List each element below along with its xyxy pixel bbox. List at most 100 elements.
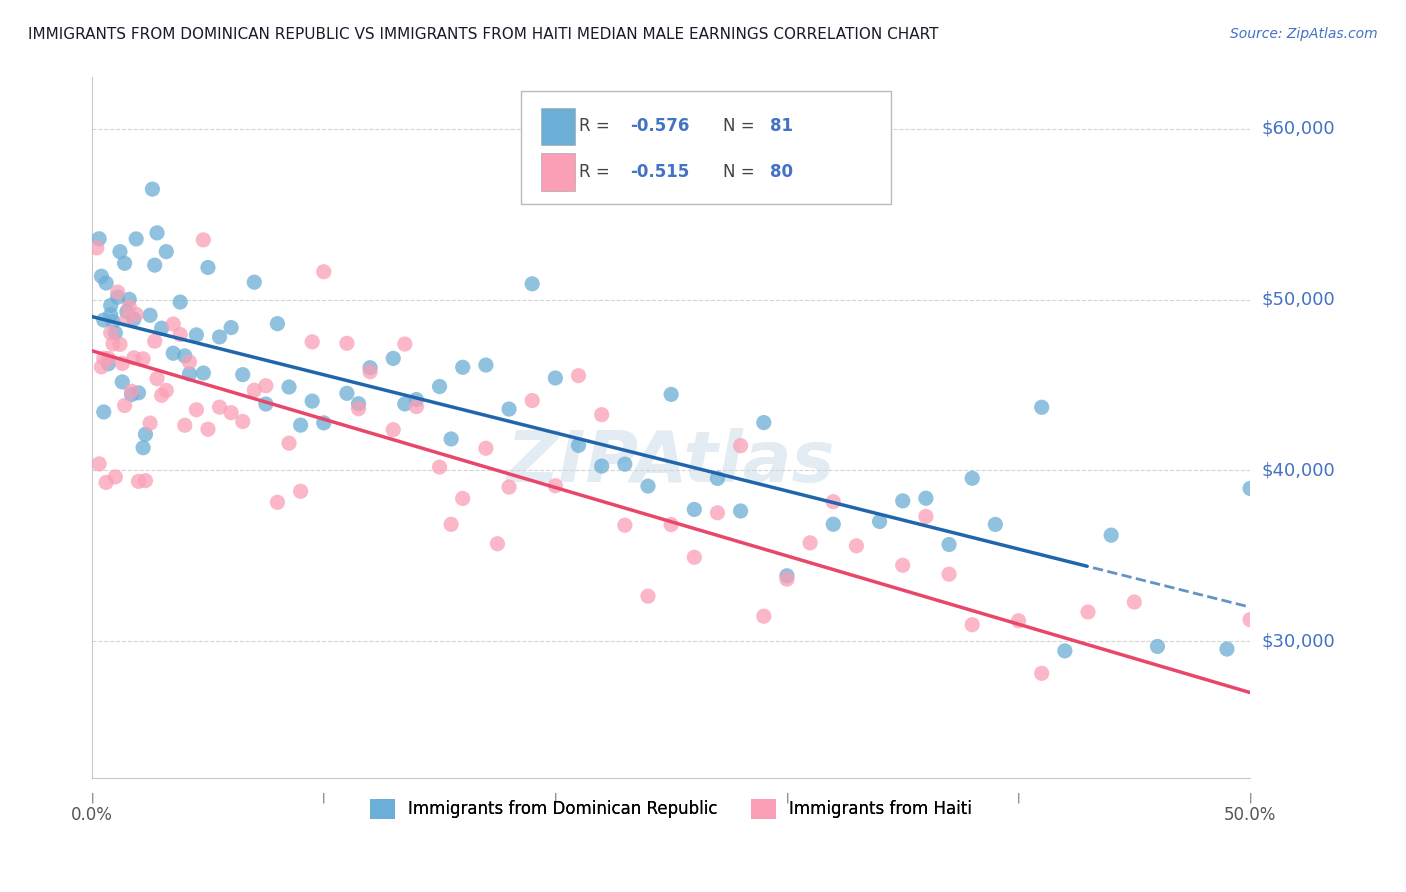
Point (1077, 605, 1099, 619)
Point (143, 334, 166, 349)
Point (776, 568, 799, 582)
Point (150, 321, 173, 335)
Text: 81: 81 (769, 118, 793, 136)
Point (1053, 644, 1076, 658)
Point (544, 479, 567, 493)
Point (141, 182, 163, 196)
Point (1099, 528, 1122, 542)
Point (115, 311, 138, 326)
Point (114, 399, 136, 413)
Point (115, 304, 138, 318)
Point (938, 567, 960, 582)
Point (118, 293, 141, 307)
Text: -0.515: -0.515 (631, 163, 690, 181)
Point (891, 558, 914, 573)
Point (169, 327, 191, 342)
Point (104, 326, 127, 340)
Point (155, 244, 177, 259)
Point (706, 506, 728, 520)
Point (440, 517, 463, 532)
Point (94, 276, 117, 290)
Point (382, 351, 405, 366)
Point (544, 371, 567, 385)
Point (823, 494, 845, 508)
Point (100, 298, 122, 312)
Point (752, 416, 775, 430)
Point (659, 387, 682, 401)
Point (1239, 482, 1261, 496)
Point (128, 475, 150, 489)
Point (122, 312, 145, 326)
Text: ZIPAtlas: ZIPAtlas (508, 428, 835, 497)
Point (1216, 642, 1239, 657)
Point (637, 479, 659, 493)
Point (173, 349, 195, 363)
Point (498, 402, 520, 417)
Point (799, 536, 821, 550)
Point (278, 380, 301, 394)
Point (960, 617, 983, 632)
Text: IMMIGRANTS FROM DOMINICAN REPUBLIC VS IMMIGRANTS FROM HAITI MEDIAN MALE EARNINGS: IMMIGRANTS FROM DOMINICAN REPUBLIC VS IM… (28, 27, 939, 42)
Text: $30,000: $30,000 (1261, 632, 1336, 650)
Point (193, 233, 215, 247)
Text: N =: N = (723, 163, 761, 181)
Point (301, 334, 323, 349)
Point (475, 442, 498, 456)
Point (186, 327, 208, 342)
Point (173, 418, 195, 433)
Point (451, 491, 474, 506)
Point (382, 423, 405, 437)
Point (97, 351, 120, 366)
Point (567, 368, 589, 383)
Point (522, 393, 544, 408)
Point (591, 459, 613, 474)
Point (359, 360, 381, 375)
Point (111, 375, 134, 389)
Point (891, 494, 914, 508)
Point (208, 400, 231, 414)
Point (86, 241, 108, 255)
Point (146, 371, 169, 385)
Point (219, 406, 242, 420)
Point (1123, 595, 1146, 609)
Point (394, 337, 416, 351)
Point (301, 394, 323, 409)
Point (186, 402, 208, 417)
Point (162, 317, 184, 331)
Point (869, 515, 891, 529)
FancyBboxPatch shape (520, 92, 891, 203)
Point (451, 360, 474, 375)
Point (706, 471, 728, 485)
Point (100, 326, 122, 340)
Point (845, 539, 868, 553)
Point (89, 232, 111, 246)
Point (915, 509, 938, 524)
Legend: Immigrants from Dominican Republic, Immigrants from Haiti: Immigrants from Dominican Republic, Immi… (363, 792, 979, 826)
Point (347, 401, 370, 416)
Point (208, 330, 231, 344)
Point (155, 384, 177, 398)
Point (1031, 401, 1053, 415)
Point (97, 357, 120, 371)
Point (254, 397, 277, 411)
Point (179, 355, 201, 369)
Point (938, 537, 960, 551)
Point (394, 397, 416, 411)
Point (219, 320, 242, 334)
Point (1192, 850, 1215, 864)
Point (730, 504, 752, 518)
Point (440, 432, 463, 446)
Text: $60,000: $60,000 (1261, 120, 1336, 137)
Text: R =: R = (578, 118, 614, 136)
Point (118, 300, 141, 314)
Point (94, 475, 117, 490)
Point (89, 457, 111, 471)
Text: -0.576: -0.576 (631, 118, 690, 136)
Point (93, 313, 115, 327)
Point (162, 346, 184, 360)
Point (90, 269, 112, 284)
Point (101, 337, 124, 351)
Point (591, 408, 613, 422)
Point (232, 415, 254, 429)
Point (960, 471, 983, 485)
